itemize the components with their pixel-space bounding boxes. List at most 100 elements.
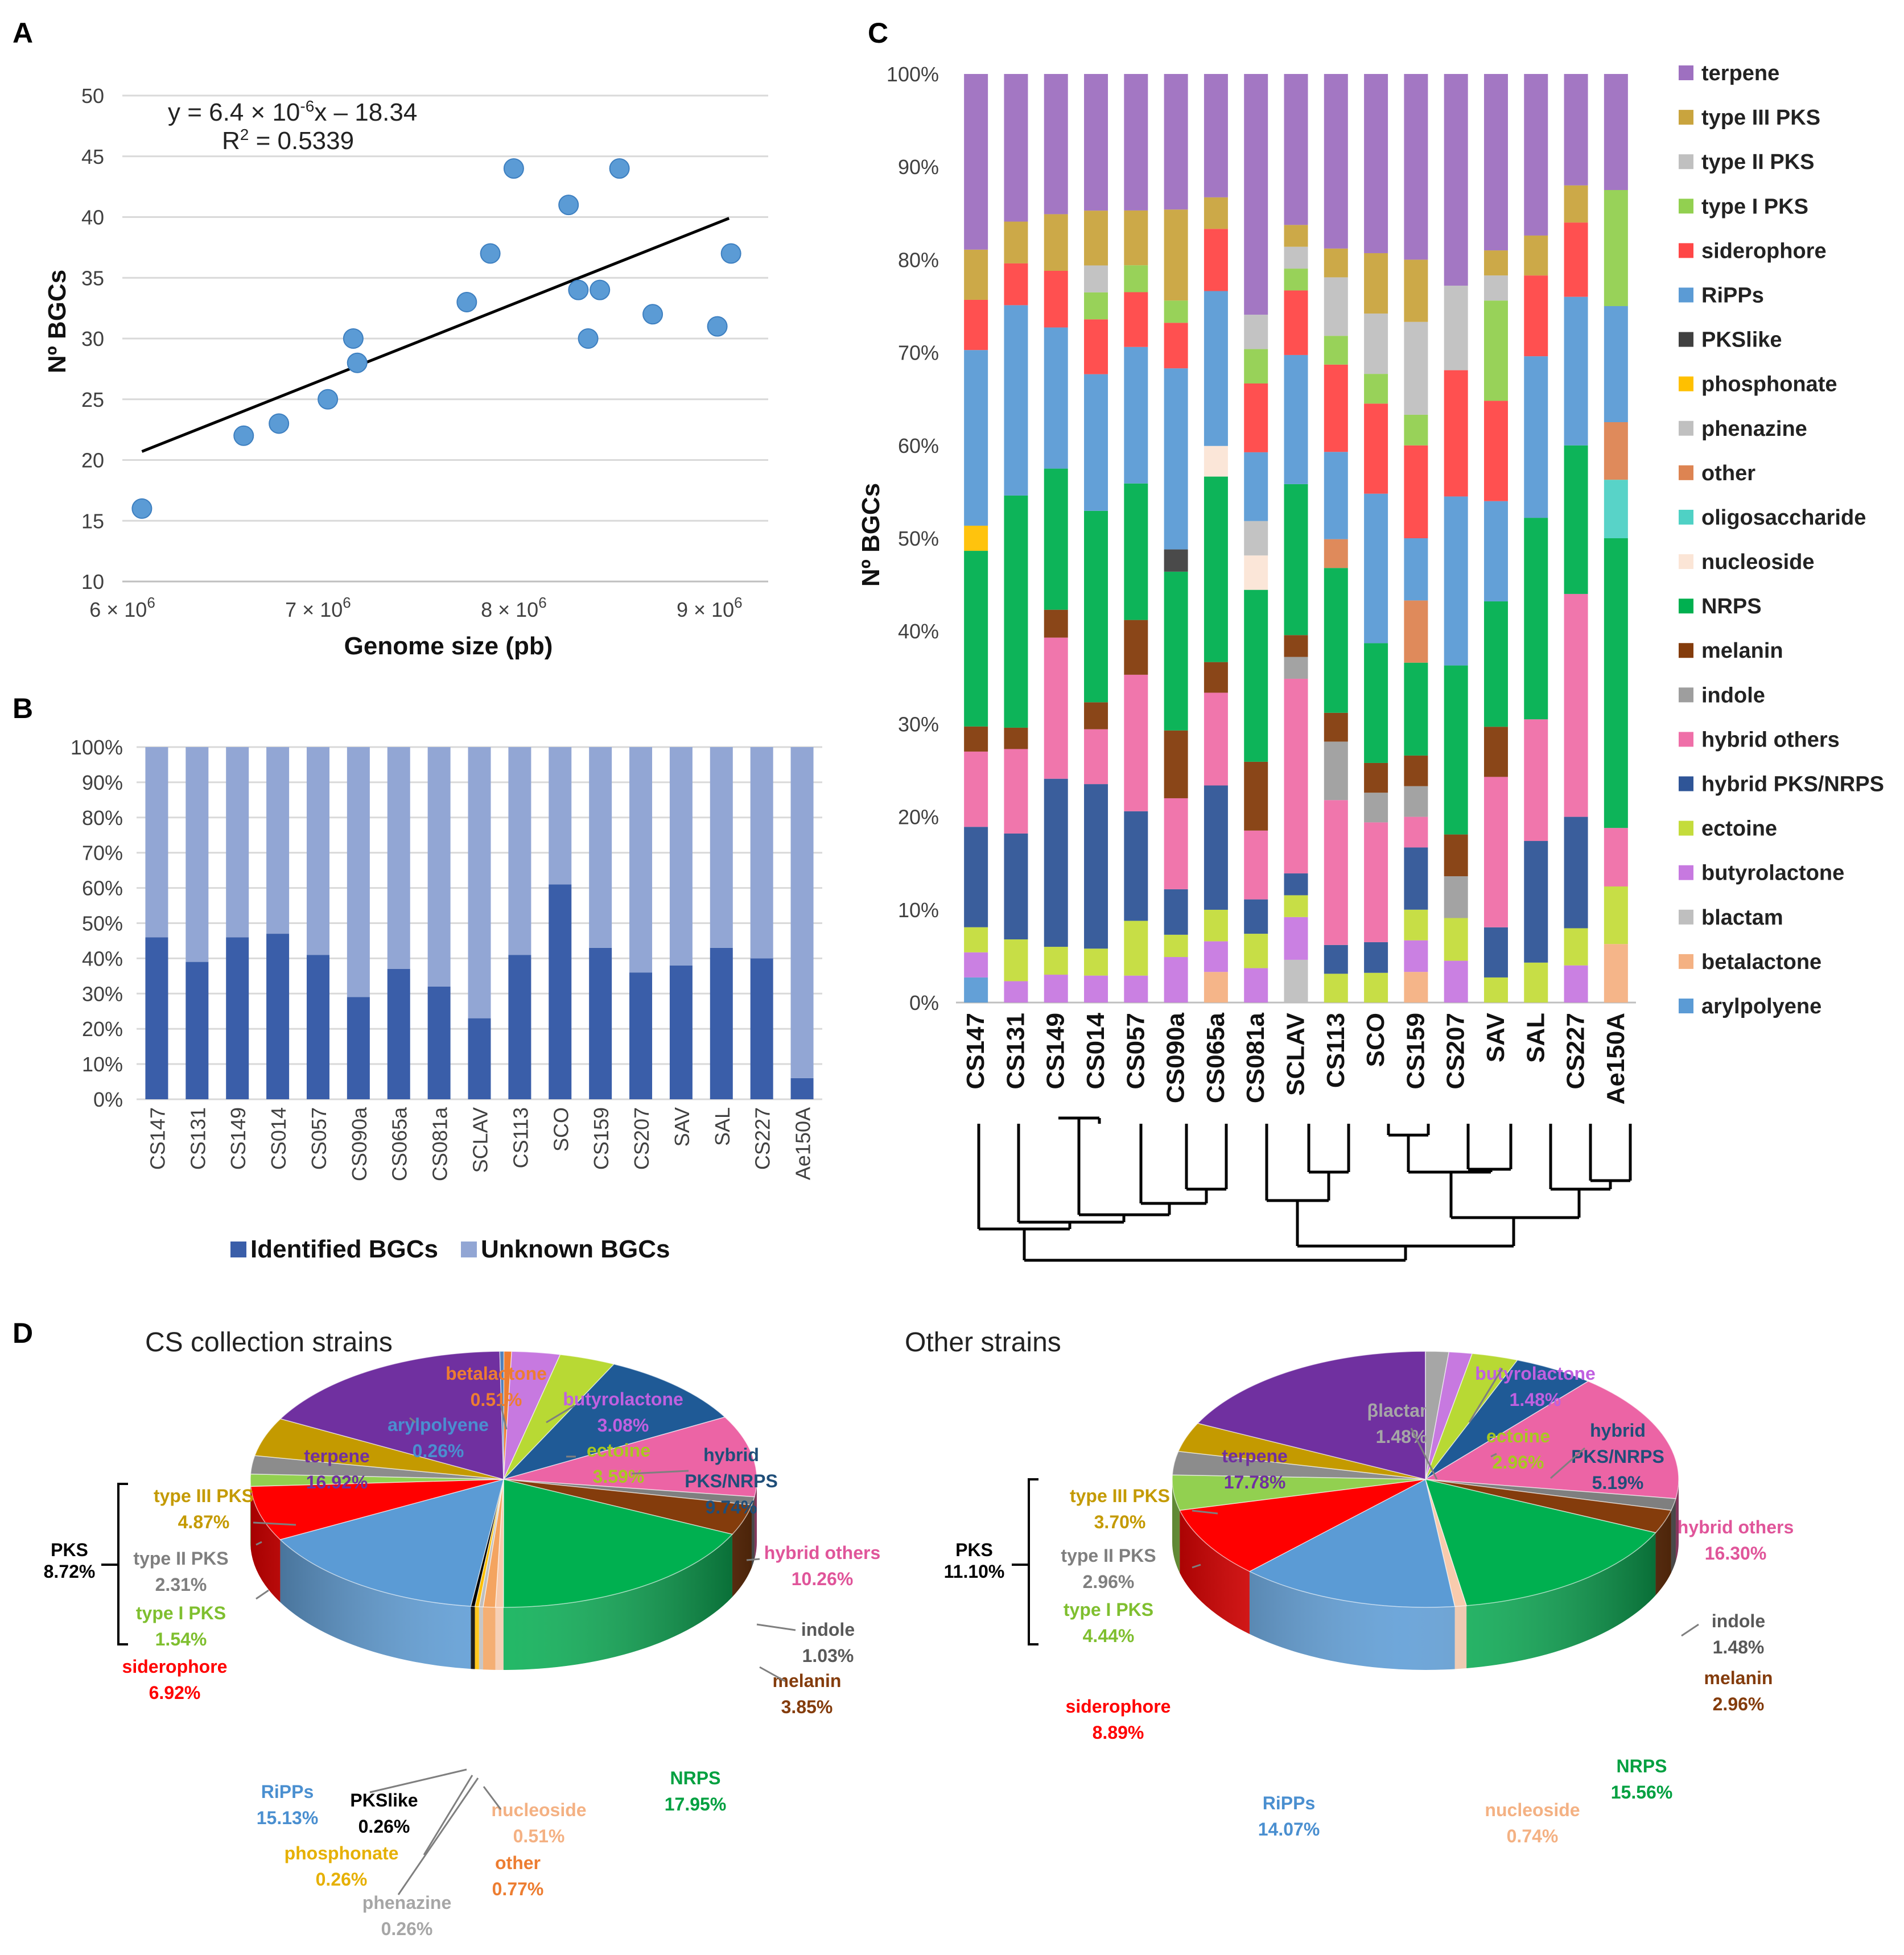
pie-label: NRPS 15.56% — [1611, 1756, 1673, 1803]
barc-segment-ripps — [1564, 296, 1588, 446]
legend-label-identified: Identified BGCs — [250, 1235, 438, 1263]
pie-leader-line — [397, 1777, 479, 1895]
pie-label: type I PKS 1.54% — [136, 1603, 226, 1649]
pks-bracket-2-label: PKS — [955, 1540, 993, 1560]
barc-segment-type-ii-pks — [1244, 315, 1268, 349]
barc-segment-hybrid-others — [1483, 777, 1508, 927]
barb-x-tick-label: CS147 — [146, 1107, 169, 1170]
pie-side-shading — [250, 1479, 757, 1670]
scatter-point — [642, 304, 663, 325]
barb-x-tick-label: CS065a — [388, 1107, 411, 1181]
barc-segment-hybrid-others — [1044, 637, 1068, 779]
barc-segment-hybrid-others — [1324, 800, 1348, 945]
barc-x-tick-label: CS159 — [1402, 1013, 1429, 1090]
pie-label: melanin 2.96% — [1704, 1668, 1773, 1714]
barc-segment-hybrid-pks-nrps — [1483, 927, 1508, 977]
pie-slice-ripps — [1248, 1478, 1456, 1608]
barc-legend-swatch — [1679, 243, 1693, 258]
barc-segment-indole — [1324, 741, 1348, 801]
barc-segment-ripps — [1244, 452, 1268, 521]
pie-leader-line — [483, 1786, 502, 1810]
pie-leader-line — [1192, 1509, 1218, 1515]
barc-y-tick-label: 60% — [898, 434, 939, 457]
scatter-points — [131, 158, 741, 519]
barb-x-tick-label: CS113 — [509, 1107, 532, 1168]
barb-y-tick-label: 40% — [82, 947, 123, 970]
pie-side-shading — [1172, 1479, 1679, 1670]
barc-y-tick-label: 0% — [909, 991, 939, 1014]
pie-label: RiPPs 14.07% — [1258, 1793, 1320, 1839]
barb-segment-identified — [427, 986, 451, 1099]
barc-x-tick-label: CS113 — [1322, 1013, 1350, 1088]
barb-y-tick-label: 80% — [82, 806, 123, 830]
scatter-x-ticks: 6 × 106 7 × 106 8 × 106 9 × 106 — [89, 594, 742, 621]
scatter-chart-genome-size: 10 15 20 25 30 35 40 45 50 6 × 106 7 × 106 8 × 106… — [43, 84, 768, 660]
pie-slice-hybrid-pks-nrps — [502, 1363, 726, 1480]
barc-segment-butyrolactone — [1244, 968, 1268, 1003]
barc-segment-ectoine — [1324, 974, 1348, 1003]
barc-legend-label: nucleoside — [1701, 550, 1815, 574]
barc-segment-type-iii-pks — [1004, 221, 1028, 263]
barc-segment-butyrolactone — [1044, 975, 1068, 1003]
barc-segment-other — [1324, 539, 1348, 568]
barc-segment-butyrolactone — [1204, 941, 1228, 972]
barc-segment-melanin — [1483, 727, 1508, 777]
barc-segment-betalactone — [1404, 972, 1428, 1003]
barc-segment-terpene — [1564, 74, 1588, 185]
barc-segment-ripps — [1364, 493, 1388, 644]
panel-label-a: A — [13, 17, 33, 49]
pie-leader-line — [756, 1623, 796, 1631]
barb-segment-identified — [266, 934, 290, 1099]
barc-segment-melanin — [1244, 761, 1268, 831]
barc-segment-terpene — [1284, 74, 1308, 225]
pie-leader-line — [255, 1589, 269, 1600]
barb-x-tick-label: CS057 — [307, 1107, 331, 1170]
barc-x-tick-label: CS065a — [1202, 1012, 1230, 1103]
scatter-point — [578, 328, 599, 349]
barc-segment-phosphonate — [964, 525, 988, 551]
barb-segment-unknown — [226, 747, 249, 938]
barc-segment-terpene — [964, 74, 988, 250]
barb-segment-unknown — [710, 747, 733, 948]
barc-segment-type-ii-pks — [1284, 246, 1308, 269]
barc-segment-melanin — [1204, 662, 1228, 693]
scatter-x-tick-label: 8 × 106 — [481, 594, 547, 621]
barc-legend-swatch — [1679, 332, 1693, 347]
barc-segment-pkslike — [1164, 549, 1188, 572]
barc-segment-terpene — [1164, 74, 1188, 210]
barc-segment-type-ii-pks — [1404, 321, 1428, 415]
barc-segment-ectoine — [1364, 972, 1388, 1003]
barc-y-tick-label: 50% — [898, 527, 939, 550]
barc-segment-nucleoside — [1204, 446, 1228, 477]
pie-label: phenazine 0.26% — [362, 1892, 451, 1939]
barc-y-tick-label: 70% — [898, 341, 939, 365]
barc-legend-label: melanin — [1701, 639, 1783, 663]
pie-leader-line — [255, 1541, 262, 1546]
barc-segment-ripps — [1324, 452, 1348, 539]
scatter-y-tick-label: 25 — [81, 388, 104, 411]
barc-segment-type-i-pks — [1604, 190, 1628, 306]
barc-segment-ripps — [1604, 306, 1628, 422]
pie-label: NRPS 17.95% — [665, 1768, 727, 1814]
scatter-point — [568, 279, 589, 300]
barc-x-tick-label: CS227 — [1562, 1013, 1590, 1090]
barc-segment-type-iii-pks — [1364, 253, 1388, 314]
barc-legend-swatch — [1679, 287, 1693, 303]
barb-segment-unknown — [427, 747, 451, 987]
barc-legend-label: indole — [1701, 683, 1765, 707]
barc-legend-label: blactam — [1701, 906, 1783, 930]
barc-segment-blactam — [1284, 959, 1308, 1003]
scatter-gridlines — [122, 94, 768, 583]
barb-segment-identified — [669, 965, 693, 1099]
barc-legend-swatch — [1679, 732, 1693, 747]
barb-y-tick-label: 30% — [82, 982, 123, 1005]
pie-leader-line — [1468, 1368, 1503, 1423]
barc-segment-nrps — [1284, 484, 1308, 636]
pie-slice-terpene — [279, 1351, 504, 1480]
barc-segment-type-i-pks — [1404, 414, 1428, 446]
barc-legend-label: siderophore — [1701, 239, 1827, 263]
pie-slice-hybrid-pks-nrps — [1425, 1359, 1589, 1480]
barc-x-tick-label: CS147 — [962, 1013, 990, 1090]
scatter-y-tick-label: 45 — [81, 145, 104, 168]
barb-segment-unknown — [266, 747, 290, 934]
